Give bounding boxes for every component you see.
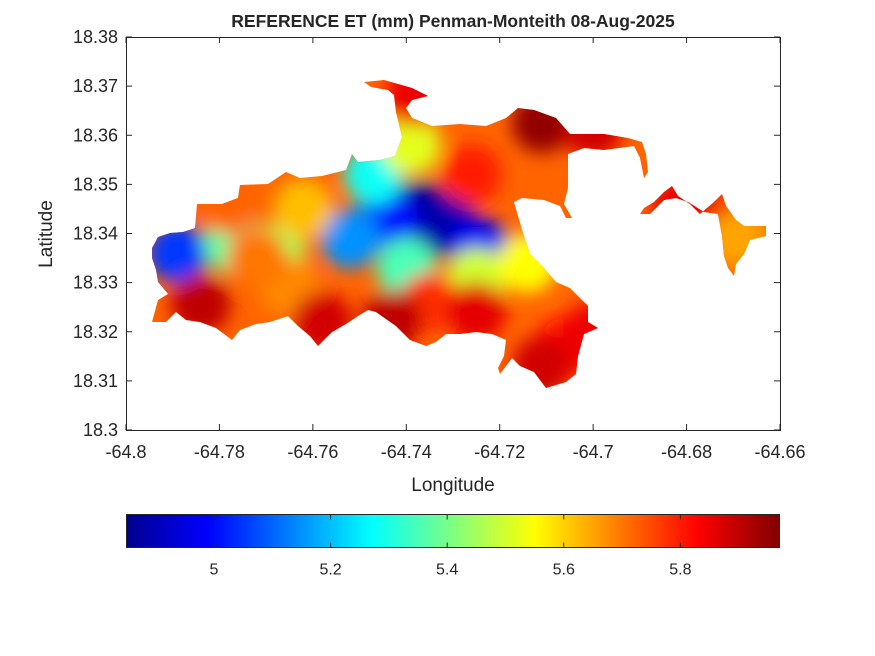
y-tick-label: 18.3 [83,420,118,440]
colorbar-gradient [126,514,780,548]
heatmap-cell [441,144,502,205]
x-tick-label: -64.76 [287,442,338,462]
y-tick-label: 18.32 [73,322,118,342]
x-tick-label: -64.74 [381,442,432,462]
heatmap-cell [497,233,558,293]
heatmap-cell [651,176,712,237]
heatmap-cell [226,228,287,289]
y-tick-label: 18.37 [73,76,118,96]
x-axis-label: Longitude [411,475,494,496]
y-tick-label: 18.33 [73,273,118,293]
heatmap-cell [198,174,259,234]
x-tick-label: -64.72 [474,442,525,462]
heatmap-blobs [152,80,766,388]
colorbar-tick-label: 5.4 [436,562,458,579]
heatmap-cell [563,301,624,362]
colorbar: 5 5.2 5.4 5.6 5.8 [126,514,780,579]
y-tick-label: 18.35 [73,174,118,194]
heatmap-cell [511,336,572,388]
heatmap-cell [343,144,404,205]
colorbar-tick-label: 5.6 [553,562,575,579]
heatmap-cell [320,208,381,269]
heatmap-cell [170,274,231,335]
x-tick-label: -64.7 [573,442,614,462]
x-tick-label: -64.8 [105,442,146,462]
heatmap-cell [446,282,507,343]
heatmap-cell [563,97,624,158]
y-axis: 18.3 18.31 18.32 18.33 18.34 18.35 18.36 18.37 1… [73,27,780,440]
colorbar-tick-label: 5.2 [319,562,341,579]
y-tick-label: 18.31 [73,371,118,391]
y-tick-label: 18.38 [73,27,118,47]
heatmap-cell [273,178,334,239]
x-tick-label: -64.68 [661,442,712,462]
colorbar-tick-label: 5 [210,562,219,579]
y-tick-label: 18.34 [73,224,118,244]
y-tick-label: 18.36 [73,125,118,145]
colorbar-ticks: 5 5.2 5.4 5.6 5.8 [210,514,692,579]
x-tick-label: -64.66 [754,442,805,462]
x-axis: -64.8 -64.78 -64.76 -64.74 -64.72 -64.7 -64.68… [105,37,806,462]
heatmap-cell [385,80,446,126]
colorbar-tick-label: 5.8 [669,562,691,579]
heatmap-cell [362,289,423,350]
y-axis-label: Latitude [36,200,57,268]
chart-title: REFERENCE ET (mm) Penman-Monteith 08-Aug… [231,11,675,31]
heatmap-cell [708,208,766,269]
heatmap-cell [511,93,572,153]
x-tick-label: -64.78 [194,442,245,462]
heatmap-cell [152,223,208,284]
et-heatmap [152,80,766,388]
heatmap-cell [292,291,353,352]
